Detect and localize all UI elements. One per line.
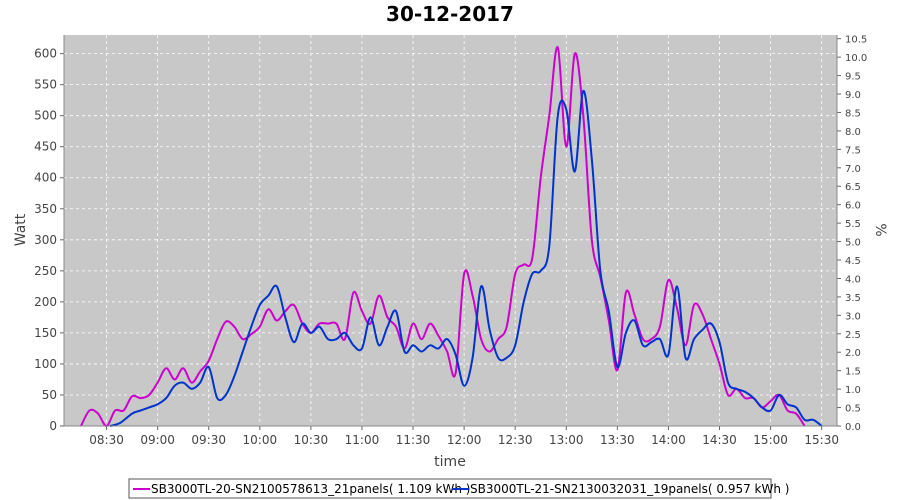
x-tick-label: 10:30	[294, 433, 329, 447]
x-axis-ticks: 08:30 09:00 09:30 10:00 10:30 11:00 11:30 12:00…	[64, 425, 839, 447]
y-tick-label: 450	[34, 140, 57, 154]
x-tick-label: 12:30	[498, 433, 533, 447]
y-tick-label: 0	[49, 419, 57, 433]
y2-tick-label: 5.0	[845, 238, 861, 249]
y2-tick-label: 0.0	[845, 422, 861, 433]
y-tick-label: 550	[34, 78, 57, 92]
y2-tick-label: 1.0	[845, 385, 861, 396]
x-tick-label: 15:00	[753, 433, 788, 447]
y2-tick-label: 10.0	[845, 53, 867, 64]
series-line-2	[109, 89, 823, 427]
y-tick-label: 600	[34, 47, 57, 61]
y2-axis-ticks: 0.0 0.5 1.0 1.5 2.0 2.5 3.0 3.5 4.0 4.5 5.0 5.5 6.0 6…	[836, 35, 867, 433]
x-tick-label: 11:30	[396, 433, 431, 447]
legend	[128, 478, 772, 499]
y2-tick-label: 7.0	[845, 164, 861, 175]
y-axis-label: Watt	[13, 213, 29, 246]
x-tick-label: 12:00	[447, 433, 482, 447]
chart-title: 30-12-2017	[386, 2, 514, 26]
y-tick-label: 150	[34, 326, 57, 340]
y2-tick-label: 8.5	[845, 108, 861, 119]
x-tick-label: 10:00	[243, 433, 278, 447]
y-tick-label: 400	[34, 171, 57, 185]
x-tick-label: 09:00	[140, 433, 175, 447]
y2-tick-label: 6.5	[845, 182, 861, 193]
y2-tick-label: 4.5	[845, 256, 861, 267]
y-axis-ticks: 0 50 100 150 200 250 300 350 400 450 500 550 600	[34, 35, 65, 433]
y2-tick-label: 4.0	[845, 274, 861, 285]
x-tick-label: 14:30	[702, 433, 737, 447]
y2-tick-label: 2.5	[845, 330, 861, 341]
y2-tick-label: 2.0	[845, 348, 861, 359]
x-tick-label: 13:30	[600, 433, 635, 447]
y2-tick-label: 10.5	[845, 35, 867, 46]
y-tick-label: 300	[34, 233, 57, 247]
y2-tick-label: 5.5	[845, 219, 861, 230]
x-tick-label: 09:30	[191, 433, 226, 447]
y2-axis-label: %	[872, 223, 888, 236]
y2-tick-label: 9.0	[845, 90, 861, 101]
y2-tick-label: 3.0	[845, 311, 861, 322]
x-tick-label: 11:00	[345, 433, 380, 447]
x-tick-label: 14:00	[651, 433, 686, 447]
legend-label-series-1: SB3000TL-20-SN2100578613_21panels( 1.109…	[151, 482, 470, 496]
legend-label-series-2: SB3000TL-21-SN2130032031_19panels( 0.957…	[470, 482, 789, 496]
y-tick-label: 500	[34, 109, 57, 123]
y2-tick-label: 1.5	[845, 367, 861, 378]
x-tick-label: 08:30	[89, 433, 124, 447]
series-lines	[80, 46, 823, 427]
y2-tick-label: 0.5	[845, 404, 861, 415]
y2-tick-label: 9.5	[845, 72, 861, 83]
y-tick-label: 100	[34, 357, 57, 371]
x-tick-label: 15:30	[804, 433, 839, 447]
y2-tick-label: 3.5	[845, 293, 861, 304]
y2-tick-label: 7.5	[845, 145, 861, 156]
gridlines	[64, 35, 837, 427]
y-tick-label: 250	[34, 264, 57, 278]
y2-tick-label: 8.0	[845, 127, 861, 138]
y-tick-label: 200	[34, 295, 57, 309]
x-axis-label: time	[434, 454, 466, 470]
x-tick-label: 13:00	[549, 433, 584, 447]
y-tick-label: 350	[34, 202, 57, 216]
y2-tick-label: 6.0	[845, 201, 861, 212]
y-tick-label: 50	[42, 388, 57, 402]
